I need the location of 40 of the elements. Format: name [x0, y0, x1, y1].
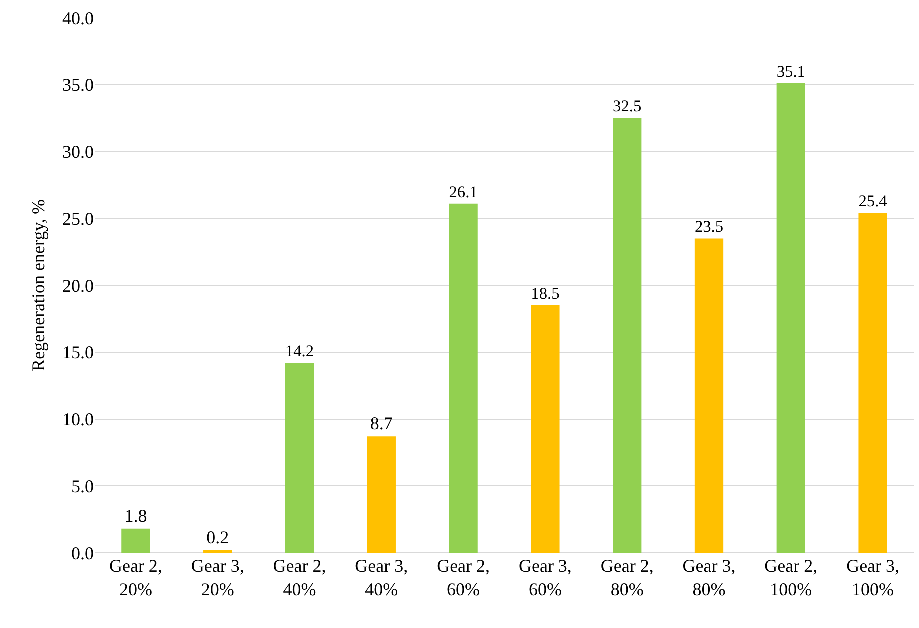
y-tick-label: 40.0 — [62, 8, 94, 28]
bar — [858, 213, 888, 553]
data-label: 35.1 — [776, 62, 806, 81]
y-tick-label: 30.0 — [62, 142, 94, 162]
bar — [449, 204, 478, 553]
x-tick-label: Gear 2, 80% — [600, 556, 654, 600]
x-tick-label: Gear 3, 60% — [518, 556, 572, 600]
data-label: 14.2 — [285, 341, 314, 360]
data-label: 0.2 — [206, 527, 230, 548]
bar — [613, 118, 642, 553]
data-label: 23.5 — [694, 217, 724, 236]
bar — [694, 238, 724, 553]
x-tick-label: Gear 2, 100% — [764, 556, 818, 600]
y-axis-title: Regeneration energy, % — [28, 200, 49, 372]
data-label: 8.7 — [370, 414, 393, 434]
y-tick-label: 0.0 — [72, 543, 94, 564]
x-tick-label: Gear 3, 80% — [682, 556, 736, 600]
x-tick-label: Gear 3, 100% — [846, 556, 900, 600]
x-tick-label: Gear 3, 20% — [191, 556, 244, 600]
bar — [285, 363, 314, 553]
x-tick-label: Gear 2, 60% — [437, 556, 490, 600]
x-tick-label: Gear 2, 40% — [273, 556, 326, 600]
data-label: 1.8 — [124, 506, 148, 526]
y-tick-label: 15.0 — [62, 342, 94, 363]
data-label: 26.1 — [449, 182, 478, 202]
bar — [204, 550, 232, 553]
data-label: 18.5 — [531, 284, 560, 303]
bar — [367, 436, 396, 553]
y-tick-label: 35.0 — [62, 75, 94, 96]
data-label: 32.5 — [613, 96, 642, 116]
x-tick-label: Gear 2, 20% — [109, 556, 162, 600]
x-tick-label: Gear 3, 40% — [355, 556, 408, 600]
bar — [531, 306, 560, 553]
y-tick-label: 10.0 — [62, 410, 94, 430]
bar — [776, 84, 806, 553]
y-tick-label: 5.0 — [72, 476, 94, 496]
y-tick-label: 20.0 — [62, 276, 94, 296]
bar — [122, 528, 150, 553]
y-tick-label: 25.0 — [62, 208, 94, 229]
data-label: 25.4 — [858, 192, 888, 211]
